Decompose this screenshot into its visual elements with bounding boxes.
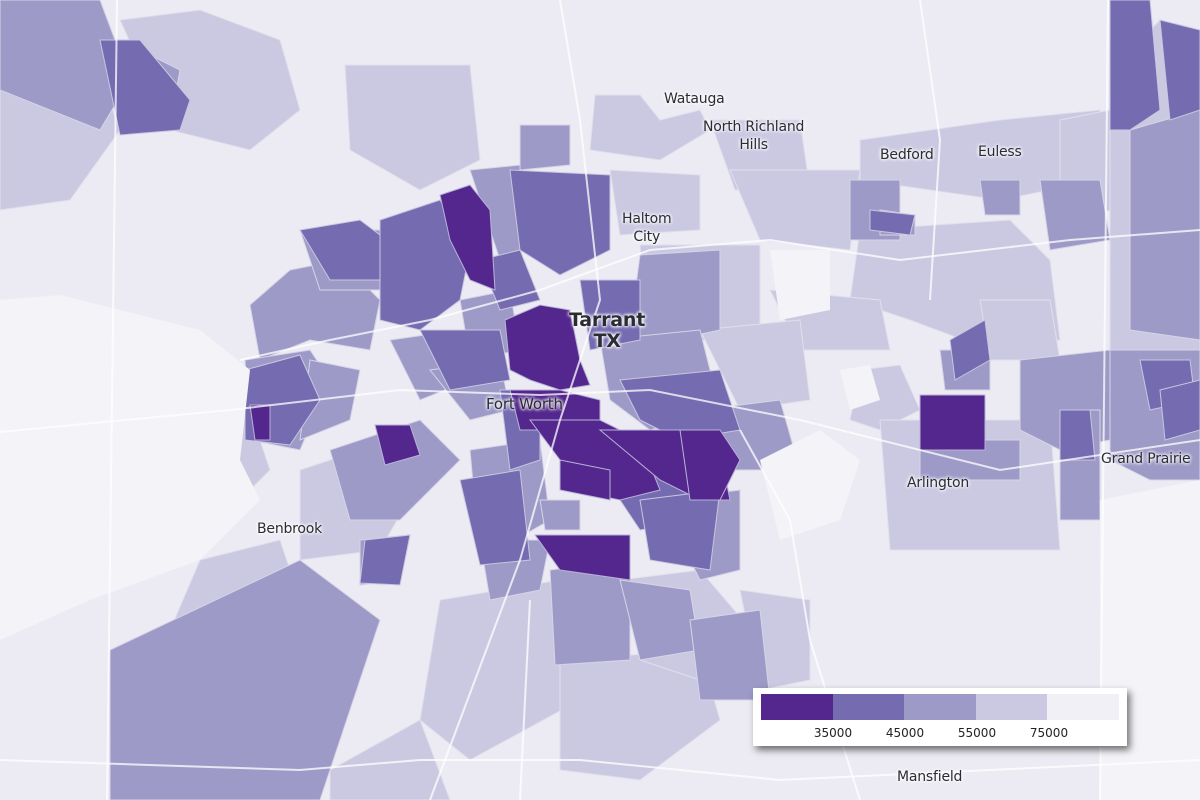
- place-label-line: Haltom: [622, 211, 672, 227]
- place-label-bedford: Bedford: [880, 147, 934, 163]
- place-label-benbrook: Benbrook: [257, 521, 323, 537]
- place-label-euless: Euless: [978, 144, 1022, 160]
- legend-swatch: [975, 694, 1048, 720]
- legend-swatch: [904, 694, 976, 720]
- state-name: TX: [593, 330, 621, 352]
- place-label-arlington: Arlington: [907, 475, 969, 491]
- legend-swatch: [1047, 694, 1119, 720]
- place-label-line: City: [633, 229, 661, 245]
- legend-tick-label: 45000: [885, 726, 925, 740]
- legend-ticks: 35000 45000 55000 75000: [761, 720, 1119, 742]
- legend-tick-label: 55000: [957, 726, 997, 740]
- regions-dark: [99, 0, 1200, 586]
- county-label: Tarrant TX: [569, 310, 645, 352]
- place-label-fort-worth: Fort Worth: [486, 395, 563, 413]
- place-label-mansfield: Mansfield: [897, 769, 963, 785]
- regions-darkest: [249, 184, 986, 581]
- place-label-haltom-city: Haltom City: [622, 210, 672, 246]
- place-label-line: North Richland: [703, 119, 805, 135]
- map-legend: 35000 45000 55000 75000: [753, 688, 1127, 746]
- place-label-north-richland-hills: North Richland Hills: [703, 118, 804, 154]
- legend-swatches: [761, 694, 1119, 720]
- legend-swatch: [832, 694, 905, 720]
- place-label-watauga: Watauga: [664, 91, 725, 107]
- place-label-line: Hills: [739, 137, 768, 153]
- legend-swatch: [761, 694, 833, 720]
- place-label-grand-prairie: Grand Prairie: [1101, 451, 1191, 467]
- county-name: Tarrant: [569, 309, 646, 331]
- legend-tick-label: 75000: [1029, 726, 1069, 740]
- legend-tick-label: 35000: [813, 726, 853, 740]
